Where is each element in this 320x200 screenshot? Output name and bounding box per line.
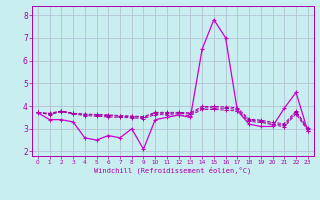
X-axis label: Windchill (Refroidissement éolien,°C): Windchill (Refroidissement éolien,°C) bbox=[94, 167, 252, 174]
